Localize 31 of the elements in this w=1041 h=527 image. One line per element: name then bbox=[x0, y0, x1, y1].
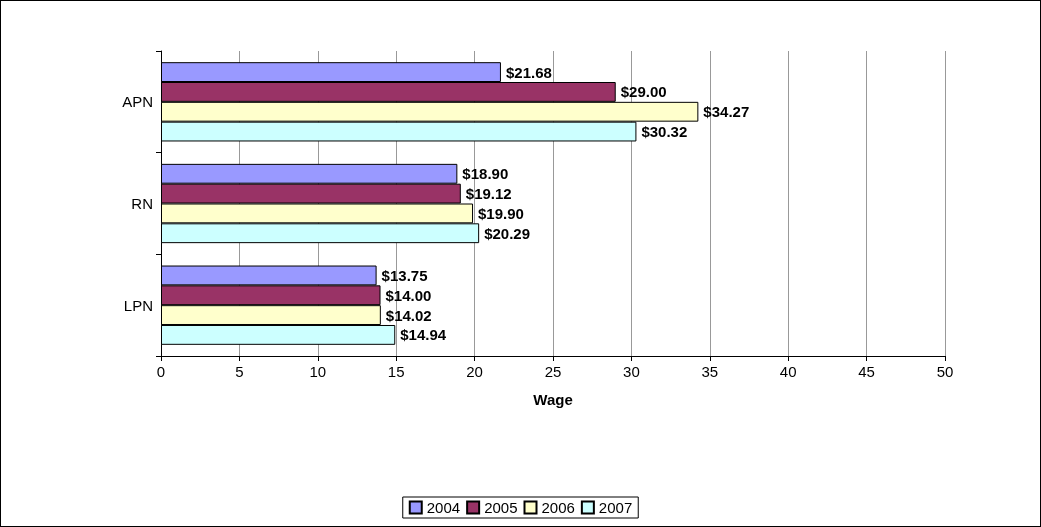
data-label: $14.94 bbox=[400, 326, 447, 344]
x-tick-label: 10 bbox=[309, 363, 327, 380]
x-tick-label: 45 bbox=[858, 363, 875, 380]
data-label: $20.29 bbox=[484, 224, 531, 242]
legend-label: 2004 bbox=[426, 499, 461, 516]
data-label: $21.68 bbox=[505, 63, 552, 81]
x-tick-label: 30 bbox=[623, 363, 640, 380]
data-label: $13.75 bbox=[381, 266, 428, 284]
data-label: $14.02 bbox=[385, 306, 432, 324]
x-tick-label: 0 bbox=[156, 363, 166, 380]
x-tick-label: 50 bbox=[936, 363, 954, 380]
x-tick-label: 35 bbox=[701, 363, 719, 380]
data-label: $18.90 bbox=[462, 165, 509, 183]
legend-label: 2007 bbox=[598, 499, 633, 516]
data-label: $19.90 bbox=[478, 204, 524, 222]
data-label: $34.27 bbox=[703, 103, 750, 121]
x-tick-label: 20 bbox=[466, 363, 483, 380]
data-label: $19.12 bbox=[465, 185, 512, 203]
x-axis-title: Wage bbox=[533, 391, 573, 408]
x-tick-label: 15 bbox=[387, 363, 405, 380]
data-label: $30.32 bbox=[641, 123, 688, 141]
data-label: $29.00 bbox=[620, 83, 667, 101]
x-tick-label: 25 bbox=[544, 363, 562, 380]
y-tick-label: LPN bbox=[123, 296, 153, 314]
x-tick-label: 5 bbox=[235, 363, 244, 380]
x-tick-label: 40 bbox=[779, 363, 797, 380]
y-tick-label: APN bbox=[122, 93, 153, 111]
legend-label: 2006 bbox=[541, 499, 575, 516]
y-tick-label: RN bbox=[131, 195, 153, 212]
data-label: $14.00 bbox=[385, 286, 432, 304]
legend-label: 2005 bbox=[484, 499, 518, 516]
